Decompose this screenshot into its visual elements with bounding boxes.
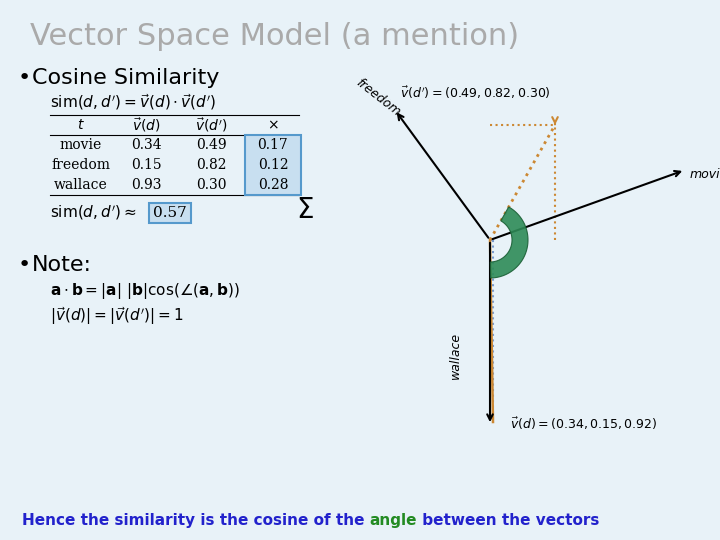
Text: 0.30: 0.30 [196,178,226,192]
Text: Vector Space Model (a mention): Vector Space Model (a mention) [30,22,519,51]
Text: •: • [18,255,31,275]
Text: movie: movie [690,168,720,181]
Text: angle: angle [370,513,418,528]
Text: $t$: $t$ [77,118,85,132]
Text: 0.57: 0.57 [153,206,187,220]
Text: $\vec{v}(d)$: $\vec{v}(d)$ [132,116,161,134]
Text: between the vectors: between the vectors [418,513,600,528]
Text: 0.49: 0.49 [196,138,226,152]
Polygon shape [490,207,528,278]
Text: $\Sigma$: $\Sigma$ [296,198,314,225]
Text: 0.15: 0.15 [131,158,161,172]
Text: $\mathbf{a} \cdot \mathbf{b} = |\mathbf{a}|\ |\mathbf{b}|\cos(\angle(\mathbf{a},: $\mathbf{a} \cdot \mathbf{b} = |\mathbf{… [50,281,240,301]
Text: Cosine Similarity: Cosine Similarity [32,68,220,88]
Text: •: • [18,68,31,88]
Text: 0.12: 0.12 [258,158,288,172]
Text: wallace: wallace [449,332,462,379]
Text: $\vec{v}(d) = (0.34, 0.15, 0.92)$: $\vec{v}(d) = (0.34, 0.15, 0.92)$ [510,416,657,432]
Text: 0.28: 0.28 [258,178,288,192]
FancyBboxPatch shape [245,135,301,195]
Text: Hence the similarity is the cosine of the: Hence the similarity is the cosine of th… [22,513,370,528]
Text: $\times$: $\times$ [267,118,279,132]
Text: wallace: wallace [54,178,108,192]
Text: 0.34: 0.34 [131,138,161,152]
Text: 0.93: 0.93 [131,178,161,192]
FancyBboxPatch shape [149,203,191,223]
Text: 0.17: 0.17 [258,138,289,152]
Text: freedom: freedom [354,76,402,118]
Text: $\mathrm{sim}(d,d') \approx$: $\mathrm{sim}(d,d') \approx$ [50,204,137,222]
Text: $\vec{v}(d')$: $\vec{v}(d')$ [194,116,228,134]
Text: 0.82: 0.82 [196,158,226,172]
Text: $|\vec{v}(d)| = |\vec{v}(d')| = 1$: $|\vec{v}(d)| = |\vec{v}(d')| = 1$ [50,305,184,327]
Text: $\vec{v}(d') = (0.49, 0.82, 0.30)$: $\vec{v}(d') = (0.49, 0.82, 0.30)$ [400,85,550,102]
Text: freedom: freedom [52,158,110,172]
Text: $\mathrm{sim}(d,d') = \vec{v}(d) \cdot \vec{v}(d')$: $\mathrm{sim}(d,d') = \vec{v}(d) \cdot \… [50,92,217,112]
Text: movie: movie [60,138,102,152]
Text: Note:: Note: [32,255,92,275]
